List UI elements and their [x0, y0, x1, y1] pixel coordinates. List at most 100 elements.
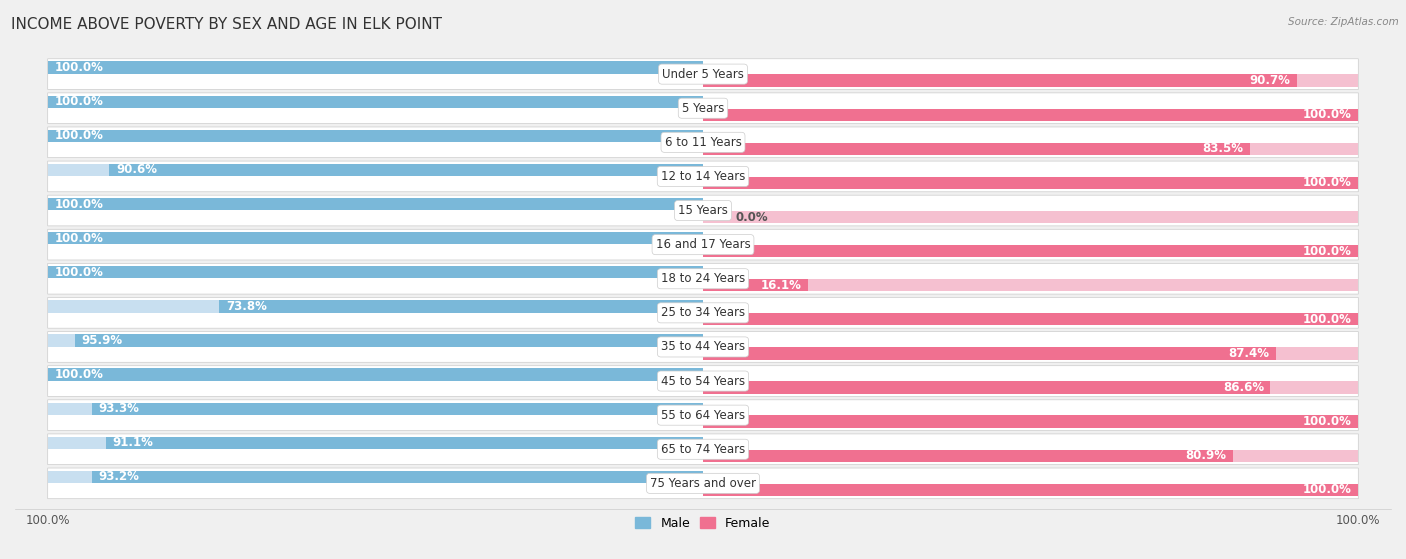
Bar [91, 402, 703, 415]
Bar [48, 368, 703, 381]
Bar [703, 74, 1358, 87]
Text: 90.6%: 90.6% [115, 163, 157, 177]
Text: Source: ZipAtlas.com: Source: ZipAtlas.com [1288, 17, 1399, 27]
Text: 80.9%: 80.9% [1185, 449, 1226, 462]
Text: 12 to 14 Years: 12 to 14 Years [661, 170, 745, 183]
Bar [110, 164, 703, 176]
Bar [48, 232, 703, 244]
Bar [48, 368, 703, 381]
Text: 100.0%: 100.0% [55, 129, 103, 143]
FancyBboxPatch shape [48, 263, 1358, 294]
FancyBboxPatch shape [48, 195, 1358, 226]
Text: 100.0%: 100.0% [55, 368, 103, 381]
Text: 75 Years and over: 75 Years and over [650, 477, 756, 490]
Text: 100.0%: 100.0% [55, 197, 103, 211]
Bar [703, 381, 1271, 394]
Bar [219, 300, 703, 312]
Bar [48, 61, 703, 74]
Text: 87.4%: 87.4% [1227, 347, 1270, 360]
Bar [703, 381, 1358, 394]
Text: 100.0%: 100.0% [55, 61, 103, 74]
Bar [703, 484, 1358, 496]
Bar [93, 471, 703, 483]
Bar [48, 164, 703, 176]
Bar [48, 437, 703, 449]
Bar [703, 143, 1358, 155]
Text: 100.0%: 100.0% [55, 266, 103, 279]
Text: 91.1%: 91.1% [112, 436, 153, 449]
FancyBboxPatch shape [48, 366, 1358, 396]
Bar [703, 347, 1358, 359]
Text: 16 and 17 Years: 16 and 17 Years [655, 238, 751, 251]
Text: 65 to 74 Years: 65 to 74 Years [661, 443, 745, 456]
Text: 6 to 11 Years: 6 to 11 Years [665, 136, 741, 149]
Bar [48, 96, 703, 108]
FancyBboxPatch shape [48, 229, 1358, 260]
Bar [703, 245, 1358, 257]
Bar [48, 334, 703, 347]
Bar [48, 232, 703, 244]
Text: Under 5 Years: Under 5 Years [662, 68, 744, 80]
FancyBboxPatch shape [48, 400, 1358, 430]
Bar [703, 279, 1358, 291]
Bar [703, 415, 1358, 428]
Text: 18 to 24 Years: 18 to 24 Years [661, 272, 745, 285]
Text: 100.0%: 100.0% [1303, 415, 1351, 428]
Bar [703, 484, 1358, 496]
Text: 100.0%: 100.0% [1303, 484, 1351, 496]
Bar [48, 96, 703, 108]
Text: 100.0%: 100.0% [1303, 177, 1351, 190]
Text: 45 to 54 Years: 45 to 54 Years [661, 375, 745, 387]
Bar [48, 130, 703, 142]
Bar [48, 130, 703, 142]
Bar [48, 471, 703, 483]
Bar [48, 198, 703, 210]
Bar [703, 313, 1358, 325]
Bar [703, 143, 1250, 155]
Bar [75, 334, 703, 347]
Bar [48, 266, 703, 278]
Text: 0.0%: 0.0% [735, 211, 769, 224]
Text: 25 to 34 Years: 25 to 34 Years [661, 306, 745, 319]
FancyBboxPatch shape [48, 434, 1358, 465]
FancyBboxPatch shape [48, 468, 1358, 499]
Text: 95.9%: 95.9% [82, 334, 122, 347]
Text: 90.7%: 90.7% [1250, 74, 1291, 87]
Bar [48, 402, 703, 415]
Text: 100.0%: 100.0% [1303, 313, 1351, 326]
Legend: Male, Female: Male, Female [630, 512, 776, 535]
Bar [703, 449, 1233, 462]
Text: INCOME ABOVE POVERTY BY SEX AND AGE IN ELK POINT: INCOME ABOVE POVERTY BY SEX AND AGE IN E… [11, 17, 443, 32]
Bar [703, 245, 1358, 257]
FancyBboxPatch shape [48, 297, 1358, 328]
Bar [703, 108, 1358, 121]
FancyBboxPatch shape [48, 161, 1358, 192]
FancyBboxPatch shape [48, 93, 1358, 124]
Bar [703, 313, 1358, 325]
Bar [48, 198, 703, 210]
Text: 100.0%: 100.0% [1303, 108, 1351, 121]
FancyBboxPatch shape [48, 59, 1358, 89]
Bar [48, 61, 703, 74]
Text: 83.5%: 83.5% [1202, 143, 1243, 155]
Bar [703, 74, 1298, 87]
Bar [48, 266, 703, 278]
Text: 93.2%: 93.2% [98, 470, 139, 484]
Text: 100.0%: 100.0% [1303, 245, 1351, 258]
FancyBboxPatch shape [48, 127, 1358, 158]
Text: 16.1%: 16.1% [761, 279, 801, 292]
Bar [703, 108, 1358, 121]
Text: 93.3%: 93.3% [98, 402, 139, 415]
Text: 86.6%: 86.6% [1223, 381, 1264, 394]
Bar [703, 347, 1275, 359]
FancyBboxPatch shape [48, 331, 1358, 362]
Text: 100.0%: 100.0% [55, 95, 103, 108]
Text: 55 to 64 Years: 55 to 64 Years [661, 409, 745, 421]
Bar [703, 415, 1358, 428]
Bar [48, 300, 703, 312]
Bar [703, 177, 1358, 189]
Bar [703, 211, 1358, 223]
Bar [703, 177, 1358, 189]
Text: 5 Years: 5 Years [682, 102, 724, 115]
Bar [703, 279, 808, 291]
